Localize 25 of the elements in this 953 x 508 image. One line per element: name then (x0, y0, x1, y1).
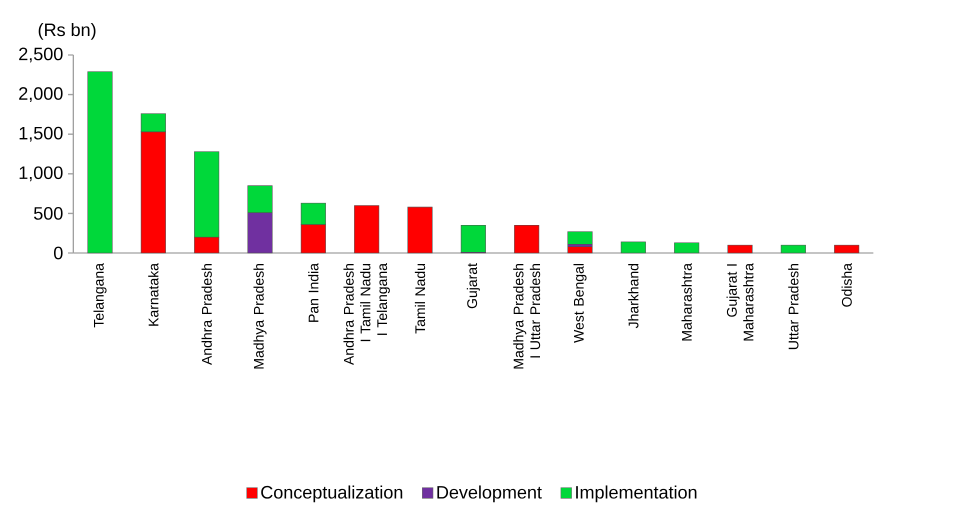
legend-label: Development (437, 485, 542, 502)
x-tick-label: Karnataka (148, 263, 158, 326)
legend-label: Implementation (576, 485, 696, 502)
y-tick-label: 2,500 (19, 48, 63, 62)
x-tick-label: Jharkhand (628, 264, 638, 328)
x-tick-label: Uttar Pradesh (788, 264, 798, 350)
y-axis-title: (Rs bn) (38, 22, 96, 40)
legend-label: Conceptualization (261, 485, 402, 502)
y-tick-label: 500 (34, 207, 63, 220)
x-tick-label: West Bengal (573, 264, 587, 343)
y-tick-label: 1,000 (20, 166, 63, 182)
x-tick-label: Andhra Pradesh (202, 264, 212, 365)
x-tick-label: Maharashtra (682, 263, 692, 340)
y-tick-label: 2,000 (19, 87, 63, 102)
y-tick-label: 1,500 (20, 126, 63, 142)
x-tick-label: Gujarat I Maharashtra (726, 263, 754, 340)
x-tick-label: Madhya Pradesh (253, 264, 267, 369)
x-tick-label: Pan India (308, 263, 318, 322)
x-tick-label: Madhya Pradesh I Uttar Pradesh (513, 264, 540, 369)
x-tick-label: Tamil Nadu (414, 264, 426, 334)
x-tick-label: Gujarat (466, 263, 480, 308)
y-tick-label: 0 (54, 246, 63, 260)
x-tick-label: Telangana (93, 263, 107, 328)
x-tick-label: Odisha (842, 263, 852, 307)
x-tick-label: Andhra Pradesh I Tamil Nadu I Telangana (343, 263, 390, 365)
